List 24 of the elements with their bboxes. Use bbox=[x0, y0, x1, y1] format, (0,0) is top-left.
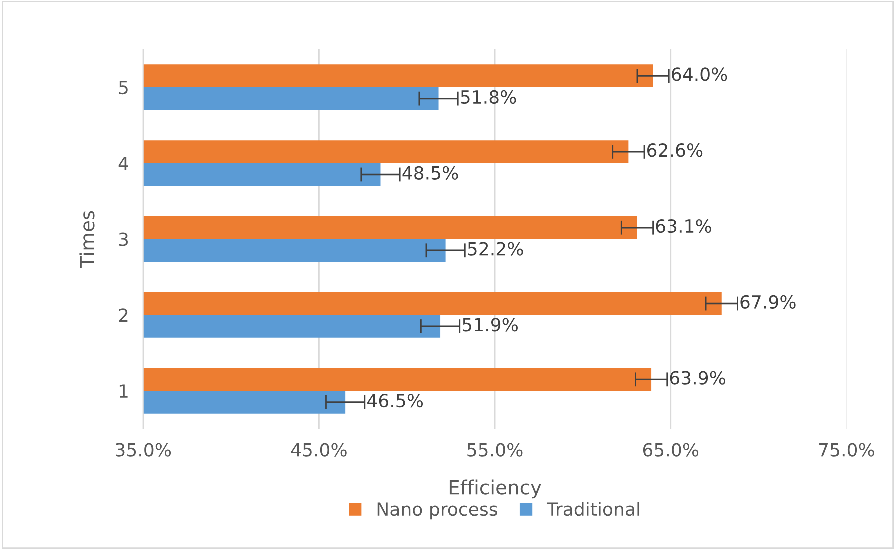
x-tick-label: 45.0% bbox=[291, 443, 347, 457]
x-tick-label: 55.0% bbox=[468, 443, 523, 457]
x-axis-title: Efficiency bbox=[450, 480, 542, 499]
data-label: 51.8% bbox=[461, 90, 516, 104]
data-label: 52.2% bbox=[468, 242, 524, 256]
x-tick-label: 35.0% bbox=[116, 443, 172, 457]
y-tick-label: 1 bbox=[120, 384, 128, 398]
data-label: 63.1% bbox=[656, 219, 712, 234]
data-label: 67.9% bbox=[740, 295, 796, 310]
data-label: 46.5% bbox=[368, 394, 424, 408]
legend-label: Nano process bbox=[378, 502, 498, 520]
y-tick-label: 2 bbox=[119, 308, 128, 322]
x-tick-label: 65.0% bbox=[643, 443, 699, 457]
x-tick-label: 75.0% bbox=[820, 443, 874, 457]
data-label: 48.5% bbox=[402, 166, 458, 180]
legend-label: Traditional bbox=[546, 502, 640, 516]
y-tick-label: 3 bbox=[119, 232, 128, 246]
data-label: 63.9% bbox=[670, 371, 726, 385]
data-label: 62.6% bbox=[648, 144, 703, 158]
y-axis-title: Times bbox=[80, 211, 95, 268]
data-label: 51.9% bbox=[463, 318, 518, 332]
y-tick-label: 4 bbox=[118, 157, 128, 170]
y-tick-label: 5 bbox=[119, 81, 128, 95]
data-label: 64.0% bbox=[672, 68, 728, 82]
